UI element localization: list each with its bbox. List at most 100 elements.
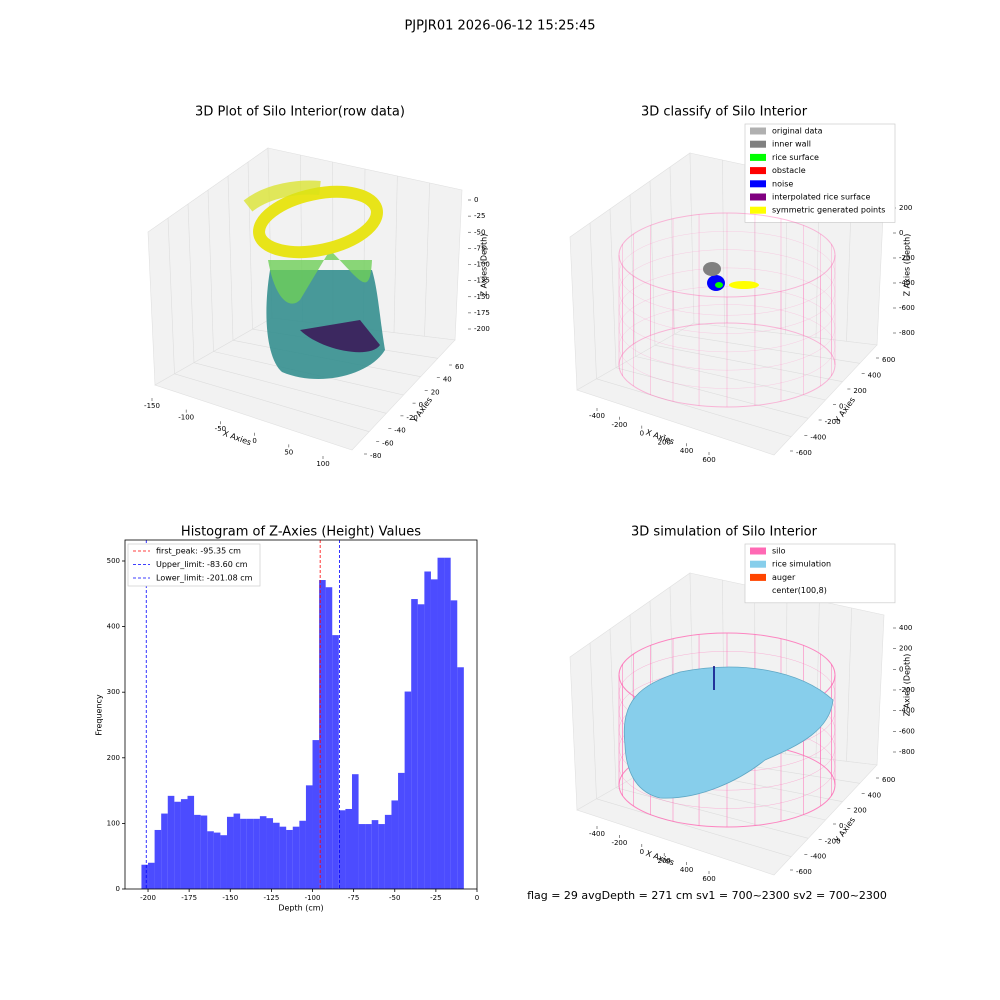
bar [378,824,385,889]
z-tick-label: -75 [474,244,485,252]
pane-grid [174,373,370,432]
pane-grid [207,189,214,352]
x-tick-label: -400 [589,830,605,838]
pane-grid [654,345,843,382]
x-tick-label: -100 [178,414,194,422]
y-tick-label: 0 [419,401,423,409]
y-axis-label: Frequency [95,694,104,736]
x-tick-label: -175 [181,894,197,902]
pane-grid [227,175,234,341]
legend-label: rice surface [772,153,819,162]
bar [358,824,366,889]
z-tick-label: 200 [899,204,912,212]
axis-label: Z Axies (Depth) [903,654,912,717]
legend-label: first_peak: -95.35 cm [156,547,241,556]
bar [259,816,267,889]
bar [279,826,287,889]
legend-swatch [750,193,766,201]
x-tick-label: 0 [475,894,479,902]
bar [141,864,149,889]
x-tick-label: 100 [316,460,329,468]
legend-label: obstacle [772,166,806,175]
legend-label: center(100,8) [772,586,827,595]
pane-grid [167,217,175,374]
legend-swatch [750,167,766,175]
bar [345,808,352,889]
bar [154,829,162,889]
pane-grid [609,208,617,368]
x-tick-label: -200 [140,894,156,902]
bar [292,826,300,889]
bar [437,557,445,889]
pane-grid [629,194,636,357]
pane-grid [193,362,387,414]
bar [273,822,280,889]
y-tick-label: 400 [868,791,881,799]
plot-frame [124,539,478,890]
bar [411,599,418,889]
axis-label: Y Axies [409,396,434,426]
z-tick-label: -200 [474,325,490,333]
bar [444,557,451,889]
y-tick-label: 200 [853,387,866,395]
x-tick-label: -150 [144,402,160,410]
pane-grid [722,159,725,327]
x-tick-label: -25 [430,894,441,902]
y-tick-label: 400 [868,372,881,380]
axis-label: Y Axies [832,816,857,846]
y-tick-label: 600 [882,356,895,364]
x-tick-label: -200 [611,839,627,847]
figure-title: PJPJR01 2026-06-12 15:25:45 [404,19,595,34]
x-tick-label: 600 [702,456,715,464]
z-tick-label: -600 [899,727,915,735]
y-tick-label: 0 [839,403,843,411]
bar [213,832,221,889]
x-tick-label: 400 [680,866,693,874]
pane-grid [635,356,826,401]
y-tick-label: -20 [406,414,417,422]
class-points [703,262,721,276]
x-tick-label: -150 [222,894,238,902]
y-tick-label: 200 [853,807,866,815]
legend-label: interpolated rice surface [772,193,870,202]
x-tick-label: -50 [215,425,226,433]
x-tick-label: -100 [305,894,321,902]
pane-grid [187,203,195,363]
bar [457,667,464,889]
silo-ring [618,304,836,389]
bar [319,580,326,889]
pane-grid [596,378,792,437]
point-cloud-rim [243,180,321,212]
legend-box [744,123,896,223]
bar [220,835,227,889]
bar [404,691,412,889]
bar [299,820,306,889]
z-tick-label: -50 [474,228,485,236]
y-tick-label: 400 [107,623,120,631]
z-tick-label: 0 [899,229,903,237]
axis-label: Z Axies (Depth) [480,234,489,297]
y-tick-label: 300 [107,688,120,696]
y-tick-label: 40 [443,376,452,384]
bar [194,814,201,889]
y-tick-label: 0 [839,822,843,830]
bar [226,816,234,889]
footer-text: flag = 29 avgDepth = 271 cm sv1 = 700~23… [527,889,887,902]
bar [253,818,260,889]
pane-grid [846,607,852,762]
z-tick-label: -200 [899,686,915,694]
legend-swatch [750,206,766,214]
bar [246,818,254,889]
legend-box [744,543,896,604]
y-tick-label: 100 [107,819,120,827]
z-tick-label: -600 [899,304,915,312]
pane-grid [669,166,675,335]
legend-swatch [750,153,766,161]
y-tick-label: -200 [825,418,841,426]
silo-ring [618,267,836,353]
axis-label: Y Axies [832,396,857,426]
pane-grid [615,367,809,419]
y-tick-label: -600 [796,449,812,457]
x-tick-label: 0 [640,848,644,856]
